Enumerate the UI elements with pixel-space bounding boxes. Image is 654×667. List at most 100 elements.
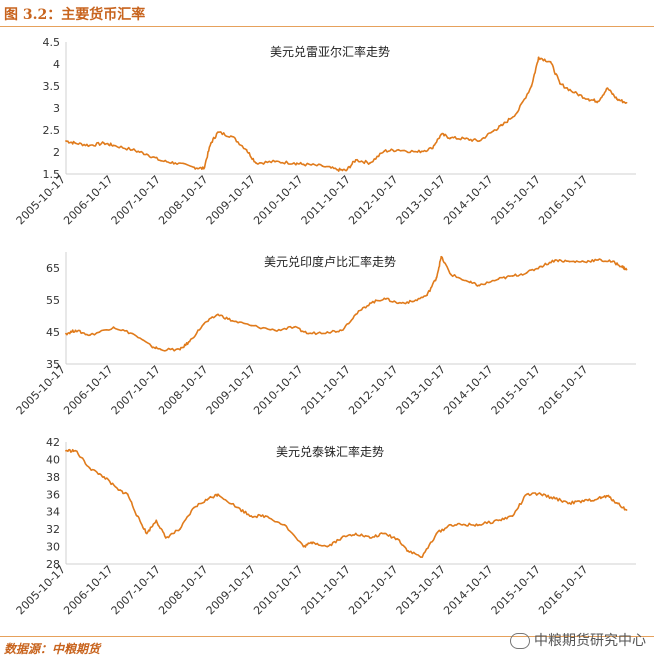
data-point <box>582 500 585 503</box>
data-point <box>245 148 248 151</box>
data-point <box>340 536 343 539</box>
data-point <box>449 523 452 526</box>
x-tick-label: 2005-10-17 <box>14 563 68 617</box>
x-tick-label: 2005-10-17 <box>14 173 68 227</box>
data-point <box>449 137 452 139</box>
data-point <box>525 271 528 274</box>
data-point <box>554 497 557 500</box>
data-point <box>145 153 148 156</box>
data-point <box>411 300 414 303</box>
data-point <box>217 313 219 316</box>
y-tick-label: 65 <box>46 262 60 275</box>
x-tick-label: 2015-10-17 <box>489 363 543 417</box>
data-point <box>540 493 542 496</box>
data-point <box>369 302 371 305</box>
y-tick-label: 38 <box>46 471 60 484</box>
data-point <box>293 162 295 164</box>
x-tick-label: 2007-10-17 <box>109 363 163 417</box>
data-point <box>383 150 386 153</box>
source-note: 数据源：中粮期货 <box>4 642 101 656</box>
x-tick-label: 2010-10-17 <box>251 173 305 227</box>
data-point <box>202 323 205 325</box>
data-point <box>202 167 205 170</box>
data-point <box>88 334 91 337</box>
data-point <box>307 332 310 335</box>
x-tick-label: 2016-10-17 <box>536 563 590 617</box>
data-point <box>131 148 134 151</box>
y-tick-label: 40 <box>46 453 60 466</box>
data-point <box>369 162 371 164</box>
rupee-chart: 美元兑印度卢比汇率走势354555652005-10-172006-10-172… <box>14 252 636 417</box>
data-point <box>525 493 528 496</box>
y-tick-label: 36 <box>46 488 60 501</box>
data-point <box>597 100 599 103</box>
data-point <box>117 489 120 491</box>
data-point <box>131 332 134 335</box>
data-point <box>611 260 614 263</box>
data-point <box>217 493 219 496</box>
data-point <box>231 135 234 138</box>
y-tick-label: 32 <box>46 523 60 536</box>
data-point <box>126 493 129 496</box>
x-tick-label: 2012-10-17 <box>346 563 400 617</box>
y-tick-label: 3 <box>53 102 60 115</box>
data-point <box>606 495 609 497</box>
data-point <box>383 532 386 535</box>
data-point <box>354 159 357 161</box>
data-point <box>426 294 428 297</box>
data-point <box>383 297 386 300</box>
x-tick-label: 2016-10-17 <box>536 363 590 417</box>
data-point <box>407 550 409 552</box>
data-point <box>397 148 400 151</box>
data-point <box>312 541 314 544</box>
x-tick-label: 2012-10-17 <box>346 173 400 227</box>
data-point <box>421 556 424 558</box>
data-point <box>88 467 91 470</box>
data-point <box>145 532 148 535</box>
data-point <box>497 278 500 281</box>
data-point <box>236 506 238 509</box>
data-point <box>302 163 305 166</box>
data-point <box>112 326 115 329</box>
data-point <box>440 133 443 136</box>
bottom-rule <box>0 636 654 637</box>
data-point <box>430 147 433 150</box>
data-point <box>502 123 504 126</box>
data-point <box>492 129 495 132</box>
x-tick-label: 2009-10-17 <box>204 173 258 227</box>
y-tick-label: 1.5 <box>43 168 61 181</box>
x-tick-label: 2009-10-17 <box>204 363 258 417</box>
y-tick-label: 34 <box>46 506 60 519</box>
series-line <box>65 255 628 352</box>
data-point <box>554 259 557 261</box>
data-point <box>625 101 628 104</box>
data-point <box>478 140 481 142</box>
x-tick-label: 2015-10-17 <box>489 173 543 227</box>
data-point <box>65 140 67 142</box>
y-tick-label: 2 <box>53 146 60 159</box>
y-tick-label: 45 <box>46 326 60 339</box>
data-point <box>340 329 343 332</box>
x-tick-label: 2012-10-17 <box>346 363 400 417</box>
data-point <box>74 329 77 332</box>
x-tick-label: 2005-10-17 <box>14 363 68 417</box>
data-point <box>464 137 466 140</box>
data-point <box>302 545 305 548</box>
data-point <box>573 91 576 94</box>
x-tick-label: 2014-10-17 <box>441 563 495 617</box>
data-point <box>209 142 212 145</box>
data-point <box>293 326 295 329</box>
data-point <box>174 162 177 164</box>
data-point <box>625 509 628 511</box>
data-point <box>416 151 419 153</box>
data-point <box>217 131 219 134</box>
x-tick-label: 2007-10-17 <box>109 173 163 227</box>
data-point <box>250 324 253 327</box>
data-point <box>164 536 167 539</box>
data-point <box>326 545 329 548</box>
data-point <box>321 165 324 167</box>
y-tick-label: 3.5 <box>43 80 61 93</box>
x-tick-label: 2011-10-17 <box>299 363 353 417</box>
chart-title: 美元兑泰铢汇率走势 <box>276 444 384 459</box>
baht-chart: 美元兑泰铢汇率走势 28 30 32 34 36 38 40 42 2005-10-172006-… <box>14 436 636 617</box>
